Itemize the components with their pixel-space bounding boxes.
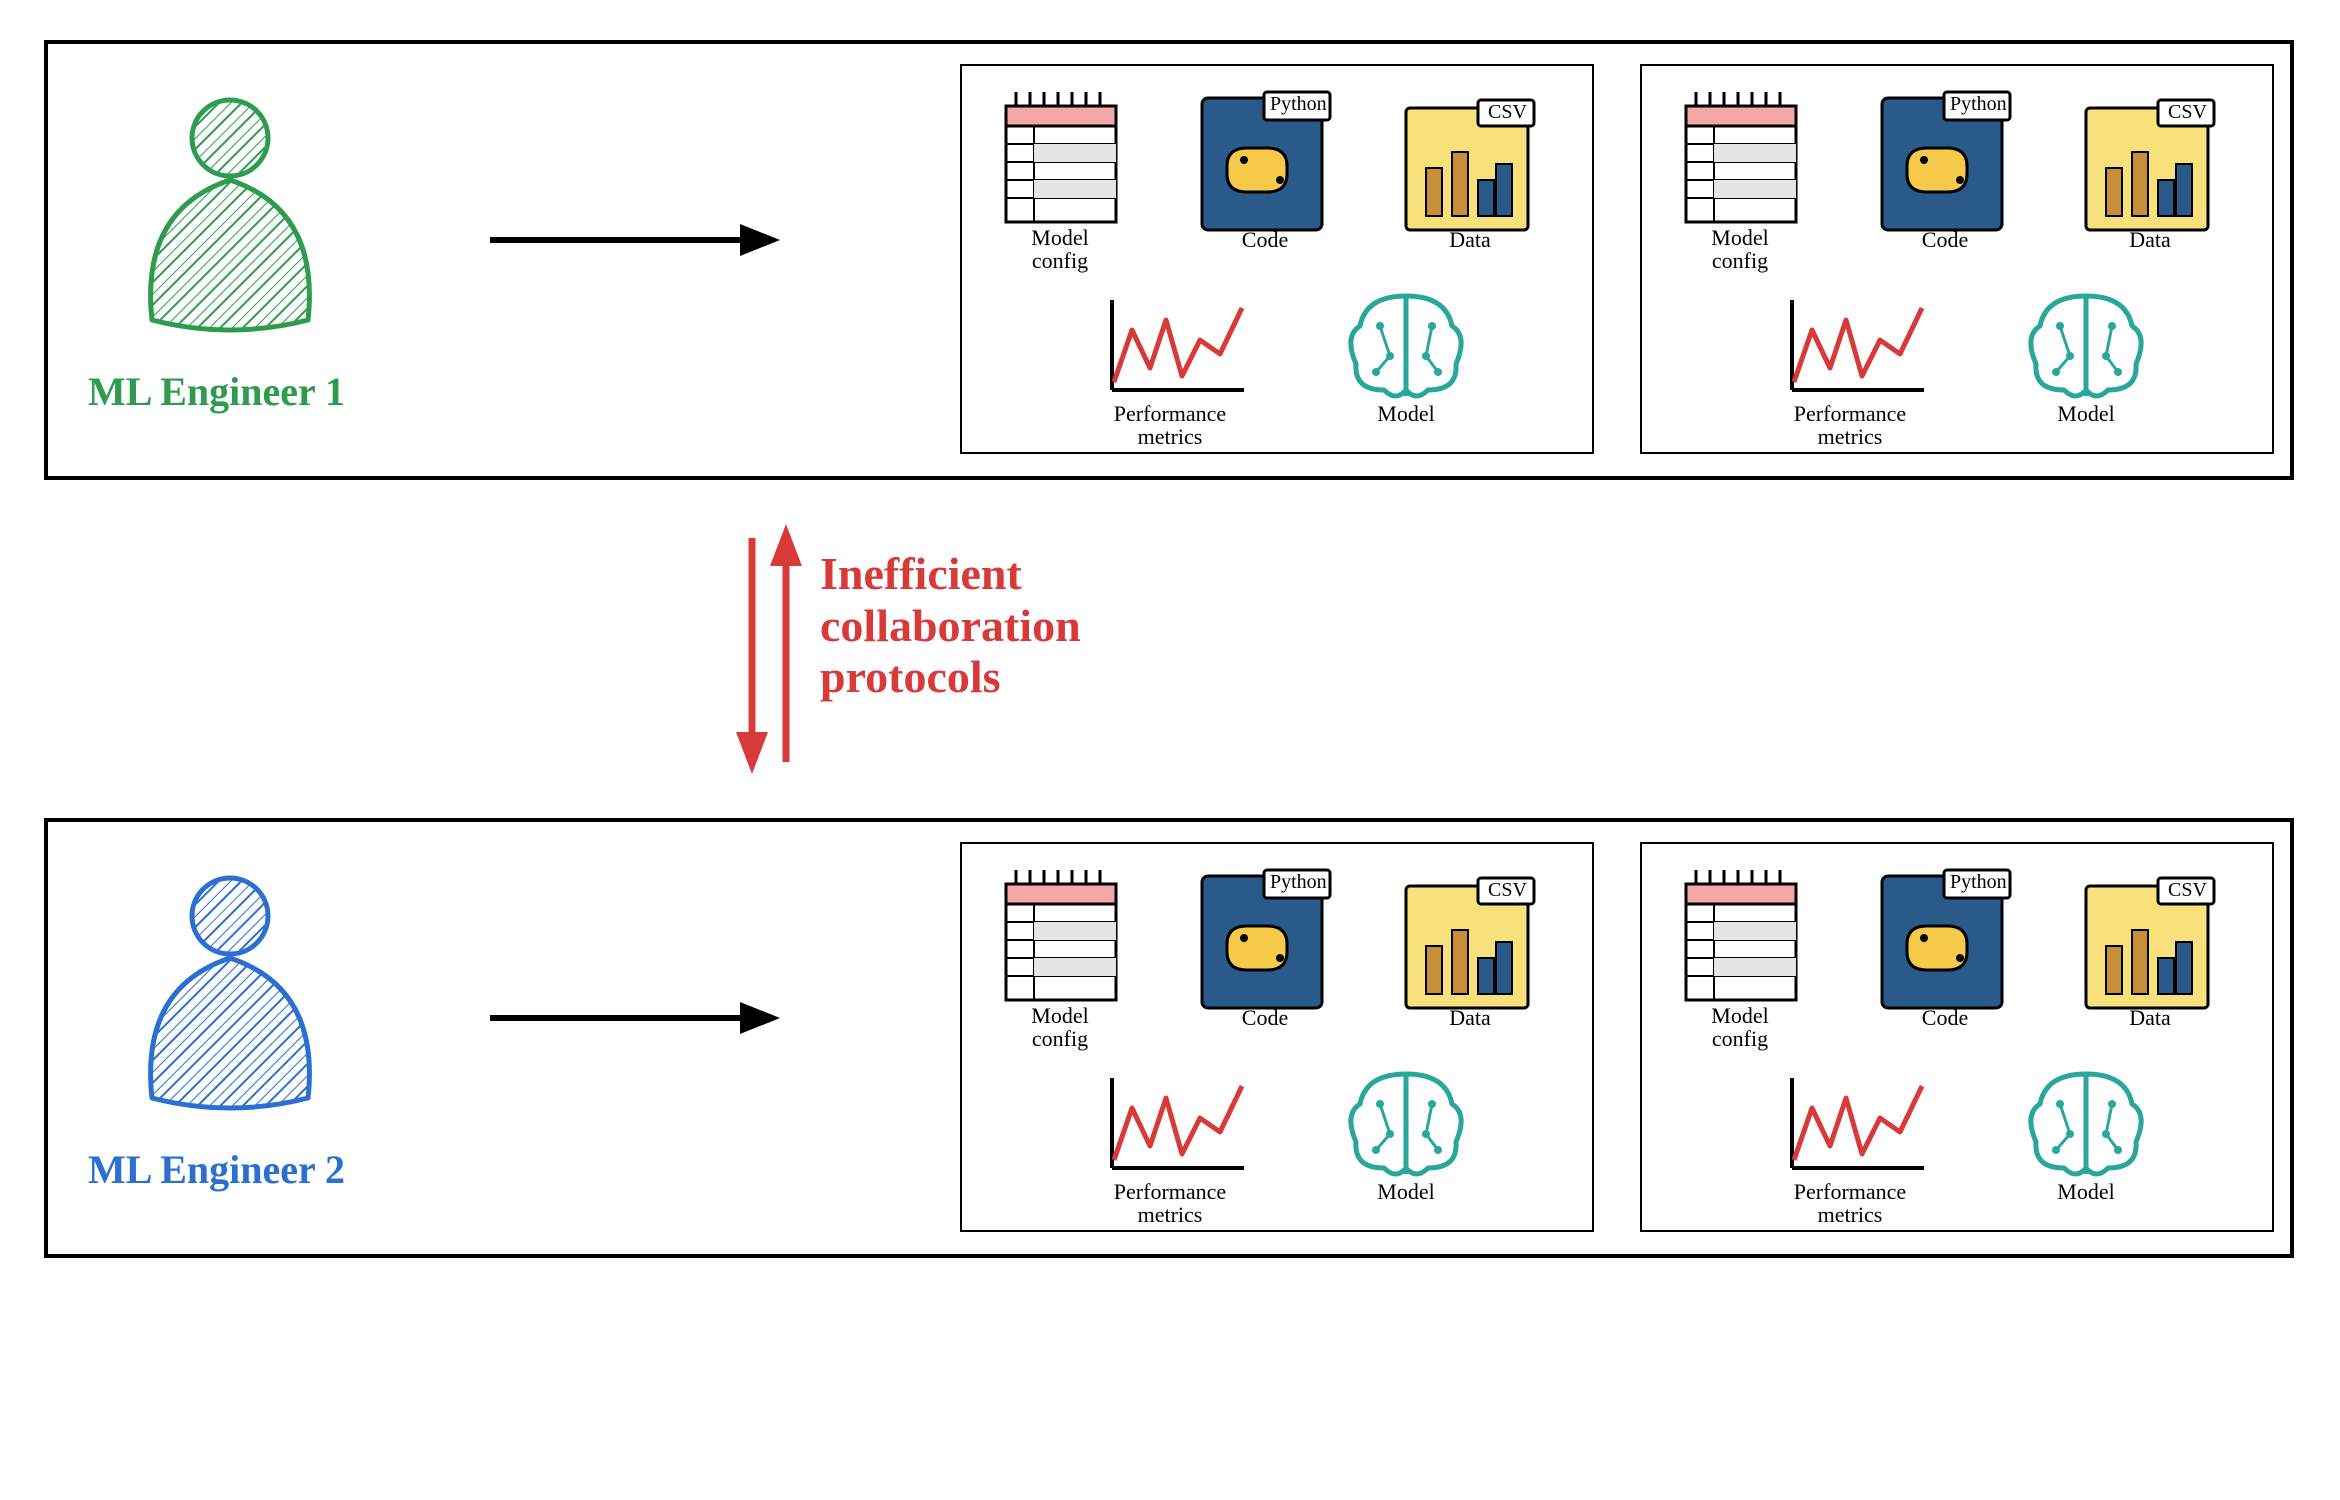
center-caption: Inefficient collaboration protocols [820,548,1081,703]
data-label: Data [1410,228,1530,251]
model-label: Model [1346,402,1466,425]
config-label: Model config [1670,1004,1810,1050]
engineer-1-label: ML Engineer 1 [88,368,345,415]
perf-label: Performance metrics [1750,1180,1950,1226]
python-tag: Python [1950,871,2007,894]
center-line-3: protocols [820,651,1081,703]
notebook-icon [1676,862,1806,1012]
diagram-root: ML Engineer 1 ML Engineer 2 Inefficient … [0,0,2340,1500]
perf-label: Performance metrics [1070,402,1270,448]
center-line-1: Inefficient [820,548,1081,600]
config-label: Model config [990,226,1130,272]
arrow-right-icon [490,210,790,270]
arrow-right-icon [490,988,790,1048]
data-label: Data [2090,1006,2210,1029]
code-label: Code [1200,1006,1330,1029]
brain-icon [2016,286,2156,406]
person-icon [130,90,330,340]
csv-tag: CSV [1488,101,1527,124]
brain-icon [1336,1064,1476,1184]
chart-icon [1094,1068,1254,1188]
code-label: Code [1880,1006,2010,1029]
chart-icon [1774,1068,1934,1188]
chart-icon [1094,290,1254,410]
csv-tag: CSV [2168,101,2207,124]
model-label: Model [1346,1180,1466,1203]
config-label: Model config [1670,226,1810,272]
data-label: Data [1410,1006,1530,1029]
perf-label: Performance metrics [1750,402,1950,448]
brain-icon [1336,286,1476,406]
csv-tag: CSV [2168,879,2207,902]
code-label: Code [1200,228,1330,251]
python-tag: Python [1270,93,1327,116]
chart-icon [1774,290,1934,410]
code-label: Code [1880,228,2010,251]
person-icon [130,868,330,1118]
python-tag: Python [1950,93,2007,116]
data-label: Data [2090,228,2210,251]
csv-tag: CSV [1488,879,1527,902]
center-line-2: collaboration [820,600,1081,652]
model-label: Model [2026,1180,2146,1203]
config-label: Model config [990,1004,1130,1050]
perf-label: Performance metrics [1070,1180,1270,1226]
engineer-2-label: ML Engineer 2 [88,1146,345,1193]
python-tag: Python [1270,871,1327,894]
notebook-icon [1676,84,1806,234]
notebook-icon [996,84,1126,234]
bidirectional-arrow-icon [722,514,812,786]
brain-icon [2016,1064,2156,1184]
notebook-icon [996,862,1126,1012]
model-label: Model [2026,402,2146,425]
